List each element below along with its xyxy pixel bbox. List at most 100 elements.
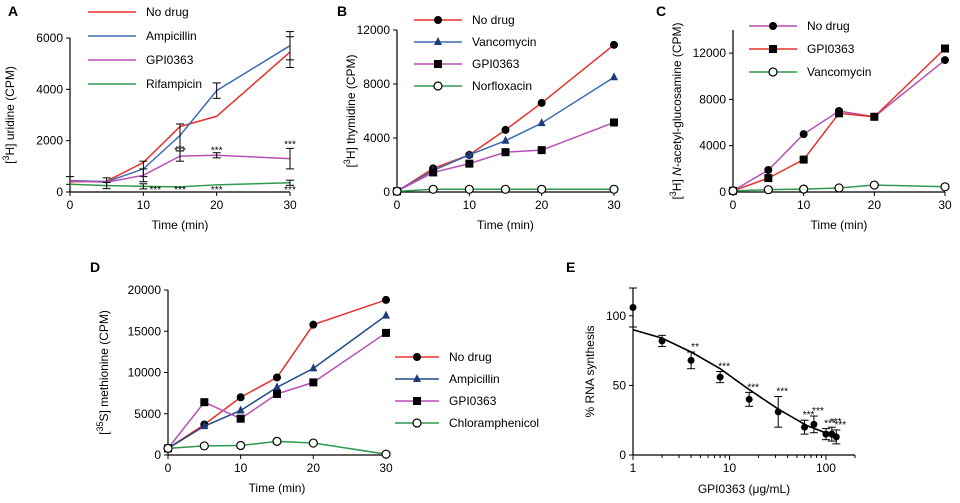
x-tick-label: 10 <box>137 198 151 212</box>
legend-marker <box>768 67 778 77</box>
series-line <box>396 44 615 192</box>
legend-label: No drug <box>807 19 850 33</box>
series-line <box>396 188 614 193</box>
panel-B: B 0 10 20 30 0 4000 8000 12000 Time (min) [3H] thy… <box>337 3 621 232</box>
legend-marker <box>434 60 442 68</box>
data-point <box>774 408 782 416</box>
x-tick-label: 10 <box>463 198 477 212</box>
data-point <box>764 174 773 183</box>
data-point <box>537 146 546 155</box>
panel-label: E <box>566 259 575 275</box>
series-line <box>732 59 946 192</box>
significance-annotation: *** <box>718 362 730 373</box>
series-line <box>167 314 387 450</box>
x-tick-label: 20 <box>535 198 549 212</box>
y-tick-label: 8000 <box>699 92 726 106</box>
data-point <box>940 182 950 192</box>
significance-annotation: *** <box>830 417 842 428</box>
x-tick-label: 1 <box>630 461 637 475</box>
data-point <box>609 184 619 194</box>
series-line <box>69 154 291 183</box>
y-tick-label: 0 <box>56 185 63 199</box>
y-tick-label: 0 <box>154 448 161 462</box>
data-point <box>273 382 281 391</box>
series-ampicillin: Ampicillin <box>164 310 500 452</box>
data-point <box>745 395 753 403</box>
data-point <box>200 398 209 407</box>
data-point <box>200 421 209 430</box>
y-tick-label: 0 <box>719 185 726 199</box>
data-point <box>236 405 245 414</box>
series-rifampicin: Rifampicin <box>69 77 294 190</box>
data-point <box>610 118 618 127</box>
data-point <box>801 423 809 431</box>
y-tick-label: 6000 <box>36 31 63 45</box>
data-point <box>629 303 637 311</box>
y-tick-label: 8000 <box>363 77 390 91</box>
legend-label: Ampicillin <box>449 372 500 386</box>
legend-label: No drug <box>146 5 189 19</box>
data-point <box>941 56 949 65</box>
series-no-drug: No drug <box>164 295 492 453</box>
y-axis-label: [3H] uridine (CPM) <box>1 66 17 164</box>
data-point <box>537 98 546 107</box>
series-line <box>732 47 946 192</box>
panel-label: B <box>337 3 347 19</box>
legend-label: Vancomycin <box>472 35 536 49</box>
data-point <box>199 441 209 451</box>
significance-annotation: *** <box>174 185 186 196</box>
data-point <box>236 393 245 402</box>
y-tick-label: 20000 <box>128 283 162 297</box>
data-point <box>870 112 879 121</box>
data-point <box>309 363 318 372</box>
legend-marker <box>413 397 421 405</box>
data-point <box>834 183 844 193</box>
legend-label: Rifampicin <box>146 77 202 91</box>
data-point <box>832 433 840 441</box>
y-tick-label: 15000 <box>128 324 162 338</box>
y-tick-label: 5000 <box>134 407 161 421</box>
data-point <box>428 184 438 194</box>
panel-D: D 0 10 20 30 0 5000 10000 15000 20000 Time (min) [3… <box>90 259 539 495</box>
x-tick-label: 20 <box>868 198 882 212</box>
y-axis-label: [3H] N-acetyl-glucosamine (CPM) <box>668 22 684 199</box>
series-line <box>732 184 946 192</box>
data-point <box>429 168 438 177</box>
data-point <box>236 440 246 451</box>
legend-label: No drug <box>472 13 515 27</box>
significance-annotation: *** <box>284 140 296 151</box>
data-point <box>799 155 808 164</box>
panel-label: C <box>656 3 666 19</box>
x-tick-label: 0 <box>165 461 172 475</box>
data-point <box>236 414 245 423</box>
legend-label: No drug <box>449 350 492 364</box>
data-point <box>687 356 695 364</box>
x-axis-label: Time (min) <box>152 218 209 232</box>
y-axis-label: [35S] methionine (CPM) <box>95 310 111 435</box>
data-point <box>799 130 808 139</box>
data-point <box>501 135 510 144</box>
series-line <box>396 121 615 192</box>
significance-annotation: *** <box>174 146 186 157</box>
significance-annotation: *** <box>803 410 815 421</box>
data-point <box>308 438 318 448</box>
x-tick-label: 100 <box>816 461 836 475</box>
x-tick-label: 10 <box>234 461 248 475</box>
y-tick-label: 2000 <box>36 134 63 148</box>
x-tick-label: 0 <box>394 198 401 212</box>
data-point <box>382 310 390 319</box>
significance-annotation: *** <box>149 185 161 196</box>
significance-annotation: *** <box>834 420 846 431</box>
y-axis-label: % RNA synthesis <box>583 325 597 417</box>
legend-marker <box>413 353 421 361</box>
x-tick-label: 30 <box>283 198 297 212</box>
data-point <box>272 436 282 446</box>
y-tick-label: 100 <box>606 309 626 323</box>
x-tick-label: 10 <box>723 461 737 475</box>
data-point <box>273 389 281 398</box>
data-point <box>941 44 949 53</box>
legend-label: Vancomycin <box>807 65 871 79</box>
data-point <box>799 184 809 194</box>
significance-annotation: *** <box>747 382 759 393</box>
x-axis-label: Time (min) <box>249 481 306 495</box>
